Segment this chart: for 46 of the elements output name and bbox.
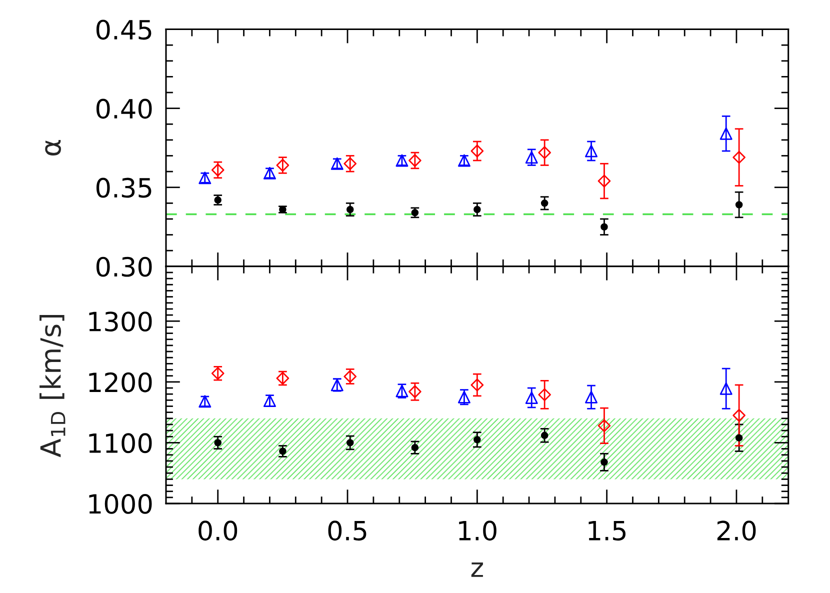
y-tick-label: 0.40	[96, 98, 152, 119]
y-tick-label: 0.45	[96, 20, 152, 40]
y-axis-title: α	[45, 140, 61, 156]
point	[408, 154, 422, 167]
point	[538, 146, 552, 160]
x-tick-label: 2.0	[717, 520, 756, 541]
y-tick-label: 1100	[89, 433, 152, 454]
point	[408, 385, 422, 398]
point	[538, 388, 552, 402]
point	[474, 436, 481, 444]
point	[585, 390, 598, 404]
point	[470, 378, 484, 392]
x-tick-label: 1.5	[588, 520, 626, 541]
point	[525, 151, 538, 164]
point	[598, 419, 611, 432]
point	[600, 458, 608, 466]
point	[585, 144, 598, 158]
x-tick-label: 0.5	[328, 520, 366, 541]
y-tick-label: 0.35	[96, 178, 152, 198]
x-tick-label: 0.0	[198, 520, 238, 541]
point	[732, 150, 746, 164]
point	[211, 164, 224, 176]
point	[735, 201, 743, 208]
x-axis-title: z	[471, 562, 483, 577]
point	[525, 391, 538, 404]
point	[598, 174, 611, 188]
y-tick-label: 1300	[89, 312, 152, 332]
y-tick-label: 1200	[89, 372, 152, 392]
point	[214, 439, 222, 446]
y-axis-title: A$_{1D}$ [km/s]	[40, 314, 66, 458]
x-tick-label: 1.0	[459, 520, 496, 541]
point	[732, 408, 746, 422]
point	[470, 144, 484, 158]
point	[279, 448, 286, 455]
point	[720, 127, 732, 140]
point	[346, 206, 354, 214]
y-tick-label: 0.30	[96, 256, 152, 277]
point	[600, 223, 608, 231]
y-tick-label: 1000	[89, 494, 152, 514]
point	[735, 434, 743, 442]
point	[720, 382, 732, 395]
point	[540, 432, 548, 440]
point	[346, 439, 354, 446]
point	[540, 200, 548, 207]
point	[411, 444, 419, 452]
point	[474, 206, 481, 214]
